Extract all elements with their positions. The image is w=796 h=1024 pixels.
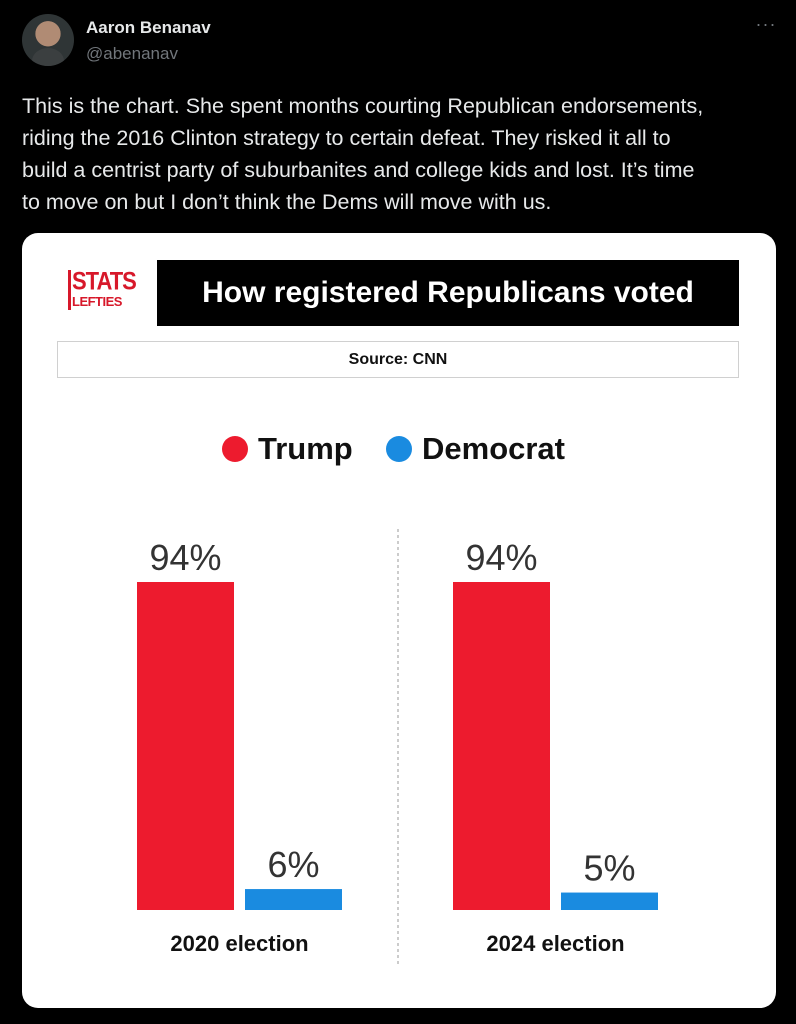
bar-chart: 94% 6% 2020 election 94% 5% 2024 election [137,529,658,966]
bar-trump-1 [453,582,550,910]
bar-trump-0 [137,582,234,910]
bar-democrat-1 [561,892,658,910]
chart-title-banner: How registered Republicans voted [157,260,739,326]
tweet-header: Aaron Benanav @abenanav ··· [22,14,782,70]
author-name[interactable]: Aaron Benanav [86,18,211,37]
tweet-text: This is the chart. She spent months cour… [22,94,704,214]
logo-text-bottom: LEFTIES [72,294,122,309]
source-label: Source: CNN [348,350,448,368]
category-label-0: 2020 election [170,931,308,956]
chart-legend: Trump Democrat [22,429,776,469]
author-handle[interactable]: @abenanav [86,44,178,63]
data-label-democrat-1: 5% [583,848,635,889]
data-label-democrat-0: 6% [267,844,319,885]
legend-label-trump: Trump [258,431,353,466]
legend-label-democrat: Democrat [422,431,565,466]
bar-democrat-0 [245,889,342,910]
legend-swatch-trump [222,436,248,462]
legend-item-democrat: Democrat [386,429,565,469]
stats-for-lefties-logo: STATS LEFTIES [68,268,137,317]
avatar[interactable] [22,14,74,66]
legend-swatch-democrat [386,436,412,462]
source-box: Source: CNN [57,341,739,378]
data-label-trump-0: 94% [149,537,221,578]
category-label-1: 2024 election [486,931,624,956]
data-label-trump-1: 94% [465,537,537,578]
chart-title: How registered Republicans voted [202,276,694,309]
legend-item-trump: Trump [222,429,353,469]
more-options-icon[interactable]: ··· [755,14,777,34]
logo-text-top: STATS [72,266,137,296]
media-image[interactable]: STATS LEFTIES How registered Republicans… [22,233,776,1008]
